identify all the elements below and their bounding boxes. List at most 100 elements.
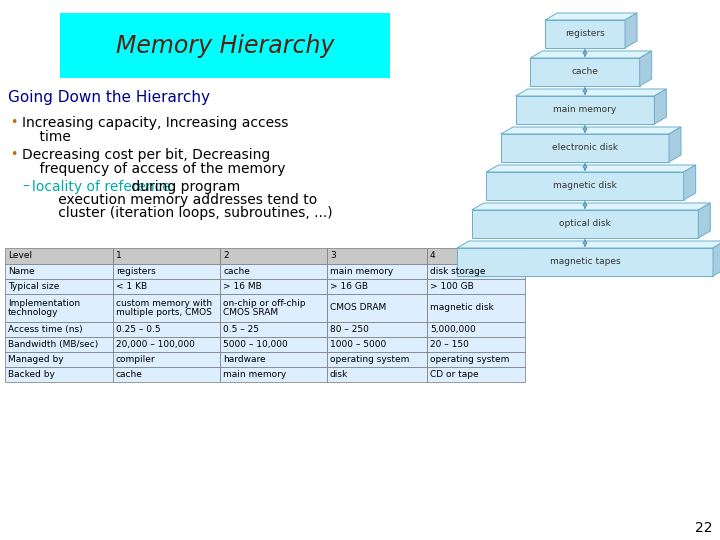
Bar bbox=[113, 337, 220, 352]
Text: magnetic disk: magnetic disk bbox=[553, 181, 617, 191]
Bar bbox=[327, 322, 427, 337]
Polygon shape bbox=[713, 241, 720, 276]
Polygon shape bbox=[669, 127, 681, 162]
Bar bbox=[113, 367, 220, 382]
Polygon shape bbox=[457, 248, 713, 276]
Text: Level: Level bbox=[8, 252, 32, 260]
Text: hardware: hardware bbox=[223, 355, 266, 364]
Text: Going Down the Hierarchy: Going Down the Hierarchy bbox=[8, 90, 210, 105]
Bar bbox=[5, 367, 113, 382]
Text: 80 – 250: 80 – 250 bbox=[330, 325, 369, 334]
Polygon shape bbox=[486, 165, 696, 172]
Bar bbox=[113, 352, 220, 367]
Bar bbox=[327, 294, 427, 322]
Text: Typical size: Typical size bbox=[8, 282, 59, 291]
Text: locality of reference:: locality of reference: bbox=[32, 180, 176, 194]
Text: < 1 KB: < 1 KB bbox=[116, 282, 147, 291]
Bar bbox=[327, 337, 427, 352]
Bar bbox=[113, 294, 220, 322]
Bar bbox=[220, 248, 327, 264]
Bar bbox=[113, 248, 220, 264]
Bar bbox=[427, 352, 525, 367]
Bar bbox=[5, 322, 113, 337]
Bar bbox=[427, 322, 525, 337]
Text: disk: disk bbox=[330, 370, 348, 379]
Text: 20,000 – 100,000: 20,000 – 100,000 bbox=[116, 340, 195, 349]
Text: 1: 1 bbox=[116, 252, 122, 260]
Bar bbox=[427, 367, 525, 382]
Text: time: time bbox=[22, 130, 71, 144]
Polygon shape bbox=[625, 13, 637, 48]
Text: > 100 GB: > 100 GB bbox=[430, 282, 474, 291]
Bar bbox=[327, 264, 427, 279]
Polygon shape bbox=[501, 134, 669, 162]
Polygon shape bbox=[698, 203, 711, 238]
Polygon shape bbox=[531, 58, 639, 86]
Text: 0.5 – 25: 0.5 – 25 bbox=[223, 325, 259, 334]
Bar bbox=[427, 264, 525, 279]
Text: main memory: main memory bbox=[554, 105, 616, 114]
Text: •: • bbox=[10, 116, 17, 129]
Bar bbox=[5, 248, 113, 264]
Text: Managed by: Managed by bbox=[8, 355, 63, 364]
Text: magnetic tapes: magnetic tapes bbox=[549, 258, 621, 267]
Bar bbox=[220, 367, 327, 382]
Bar bbox=[427, 279, 525, 294]
Text: Backed by: Backed by bbox=[8, 370, 55, 379]
Polygon shape bbox=[516, 96, 654, 124]
Bar bbox=[220, 279, 327, 294]
Text: Name: Name bbox=[8, 267, 35, 276]
Polygon shape bbox=[639, 51, 652, 86]
Polygon shape bbox=[457, 241, 720, 248]
Bar bbox=[113, 322, 220, 337]
Text: 5000 – 10,000: 5000 – 10,000 bbox=[223, 340, 288, 349]
Polygon shape bbox=[545, 13, 637, 20]
Bar bbox=[5, 337, 113, 352]
Text: main memory: main memory bbox=[223, 370, 287, 379]
Polygon shape bbox=[516, 89, 666, 96]
Text: custom memory with
multiple ports, CMOS: custom memory with multiple ports, CMOS bbox=[116, 299, 212, 318]
Bar bbox=[427, 337, 525, 352]
Text: Access time (ns): Access time (ns) bbox=[8, 325, 83, 334]
Text: registers: registers bbox=[565, 30, 605, 38]
Bar bbox=[327, 248, 427, 264]
Text: Bandwidth (MB/sec): Bandwidth (MB/sec) bbox=[8, 340, 98, 349]
Bar bbox=[60, 13, 390, 78]
Bar bbox=[113, 279, 220, 294]
Bar bbox=[5, 294, 113, 322]
Bar bbox=[327, 279, 427, 294]
Bar bbox=[220, 294, 327, 322]
Text: cache: cache bbox=[572, 68, 598, 77]
Text: Implementation
technology: Implementation technology bbox=[8, 299, 80, 318]
Bar bbox=[220, 264, 327, 279]
Text: 0.25 – 0.5: 0.25 – 0.5 bbox=[116, 325, 161, 334]
Text: 2: 2 bbox=[223, 252, 229, 260]
Text: execution memory addresses tend to: execution memory addresses tend to bbox=[32, 193, 318, 207]
Text: Memory Hierarchy: Memory Hierarchy bbox=[116, 34, 334, 58]
Bar bbox=[220, 337, 327, 352]
Text: •: • bbox=[10, 148, 17, 161]
Text: Decreasing cost per bit, Decreasing: Decreasing cost per bit, Decreasing bbox=[22, 148, 270, 162]
Text: cache: cache bbox=[116, 370, 143, 379]
Polygon shape bbox=[501, 127, 681, 134]
Text: 20 – 150: 20 – 150 bbox=[430, 340, 469, 349]
Text: cluster (iteration loops, subroutines, ...): cluster (iteration loops, subroutines, .… bbox=[32, 206, 333, 220]
Text: during program: during program bbox=[127, 180, 240, 194]
Text: cache: cache bbox=[223, 267, 250, 276]
Text: operating system: operating system bbox=[430, 355, 509, 364]
Text: Increasing capacity, Increasing access: Increasing capacity, Increasing access bbox=[22, 116, 289, 130]
Bar bbox=[113, 264, 220, 279]
Text: operating system: operating system bbox=[330, 355, 410, 364]
Bar bbox=[220, 322, 327, 337]
Text: 1000 – 5000: 1000 – 5000 bbox=[330, 340, 386, 349]
Text: electronic disk: electronic disk bbox=[552, 144, 618, 152]
Bar bbox=[5, 352, 113, 367]
Polygon shape bbox=[472, 203, 711, 210]
Polygon shape bbox=[654, 89, 666, 124]
Text: main memory: main memory bbox=[330, 267, 393, 276]
Text: –: – bbox=[22, 180, 29, 194]
Bar bbox=[220, 352, 327, 367]
Bar bbox=[327, 367, 427, 382]
Bar bbox=[427, 294, 525, 322]
Text: 3: 3 bbox=[330, 252, 336, 260]
